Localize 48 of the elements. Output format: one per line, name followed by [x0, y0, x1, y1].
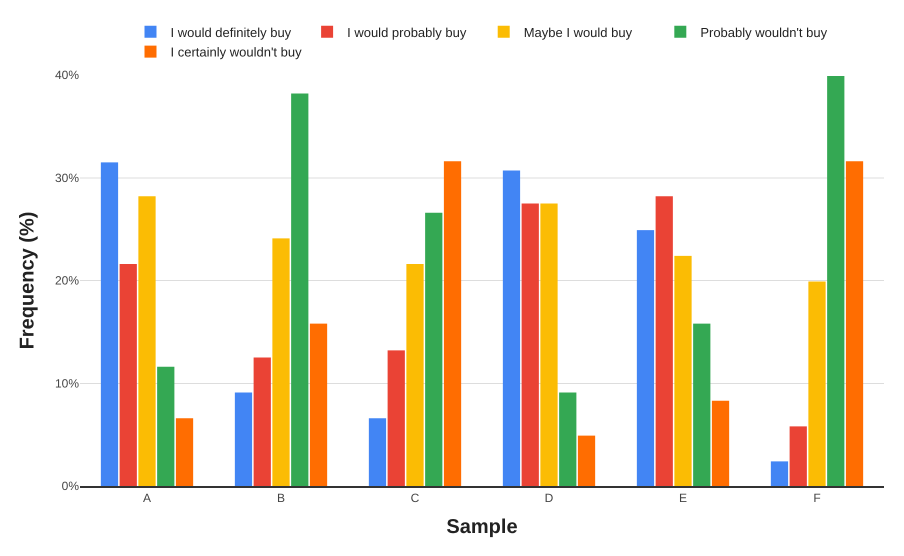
y-tick-label: 10% — [54, 376, 80, 390]
y-tick-label: 20% — [54, 274, 80, 288]
bar — [234, 392, 252, 486]
x-tick-label: E — [678, 491, 688, 506]
bar — [540, 203, 558, 486]
x-tick-label: B — [276, 491, 286, 506]
bar — [406, 264, 424, 486]
bar — [693, 324, 710, 486]
bar — [712, 400, 730, 486]
legend-label: Maybe I would buy — [524, 24, 633, 40]
legend-label: I would probably buy — [347, 24, 467, 40]
x-tick-label: A — [142, 491, 152, 506]
bar — [120, 264, 137, 486]
y-tick-label: 0% — [62, 479, 80, 494]
bar — [502, 170, 520, 486]
bar — [272, 238, 290, 486]
bar — [100, 162, 118, 486]
bar — [176, 418, 194, 486]
bar — [770, 461, 788, 486]
x-tick-label: F — [813, 491, 821, 506]
legend-label: Probably wouldn't buy — [700, 24, 828, 40]
bar — [674, 256, 692, 486]
legend-label: I would definitely buy — [170, 24, 292, 40]
y-tick-label: 30% — [54, 170, 80, 185]
bar — [388, 350, 405, 486]
bar — [846, 161, 864, 486]
x-tick-label: D — [544, 491, 554, 506]
bar — [827, 76, 844, 486]
x-tick-label: C — [410, 491, 420, 506]
bar — [444, 161, 462, 486]
y-tick-label: 40% — [54, 68, 80, 82]
bar — [578, 436, 596, 486]
bar — [790, 426, 807, 486]
bar — [522, 203, 539, 486]
bar — [559, 392, 576, 486]
legend-label: I certainly wouldn't buy — [170, 44, 302, 60]
bar — [636, 230, 654, 486]
bar — [254, 358, 271, 486]
x-axis-title: Sample — [446, 516, 518, 538]
bar — [310, 324, 328, 486]
bar — [656, 196, 673, 486]
bar — [138, 196, 156, 486]
bar — [808, 282, 826, 486]
bar — [291, 93, 308, 486]
bar — [157, 366, 174, 486]
bar — [368, 418, 386, 486]
bar — [425, 212, 442, 486]
y-axis-title: Frequency (%) — [16, 212, 38, 350]
